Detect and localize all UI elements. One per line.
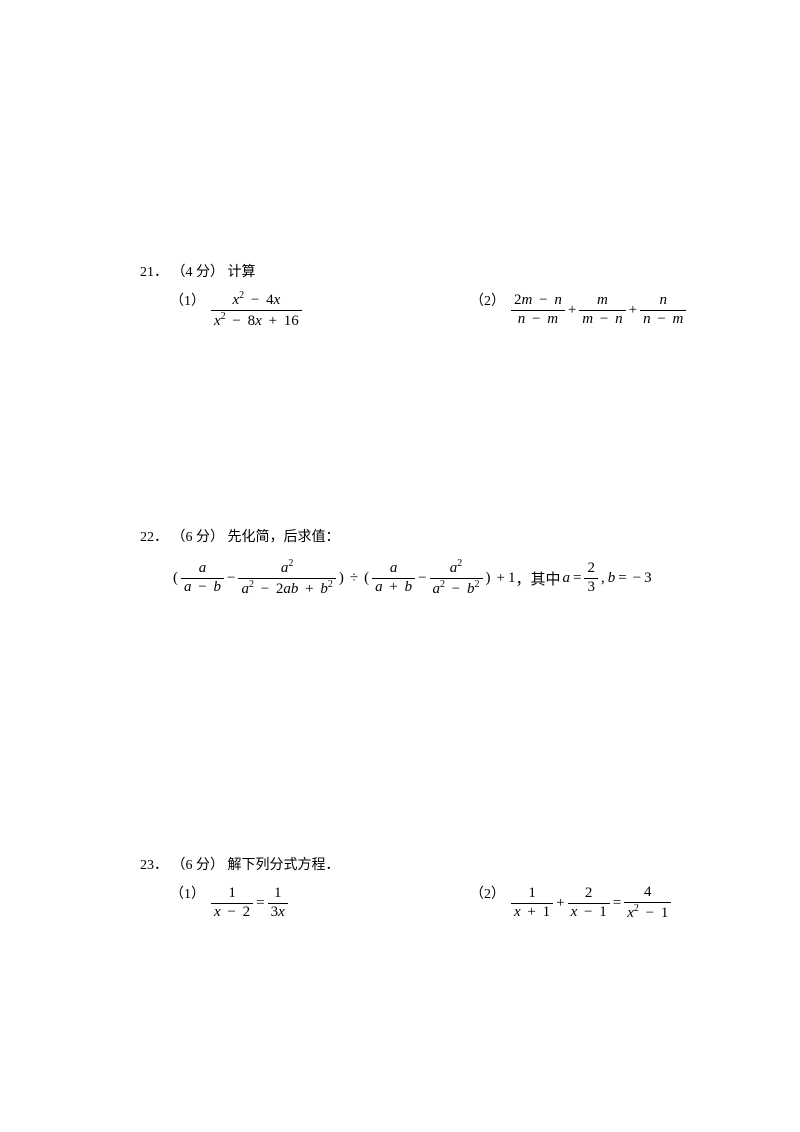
q21-p1-den: x2 − 8x + 16	[214, 313, 299, 329]
q22-frac1: a a − b	[181, 561, 224, 596]
q21-points: （4 分）	[172, 265, 225, 280]
q23-p2-t1num: 1	[528, 885, 536, 901]
q21-part1-expr: x2 − 4x x2 − 8x + 16	[211, 291, 302, 330]
q22-frac3: a a + b	[372, 561, 415, 596]
problem-21-header: 21． （4 分） 计算	[140, 262, 720, 284]
q23-p1-lhs: 1 x − 2	[211, 886, 253, 921]
q23-p2-rhs: 4 x2 − 1	[624, 885, 671, 922]
q21-p1-num: x2 − 4x	[232, 292, 280, 308]
q22-comma: ,	[598, 570, 608, 587]
q21-title: 计算	[228, 265, 256, 280]
q22-number: 22．	[140, 530, 168, 545]
q23-part1: （1） 1 x − 2 = 1 3x	[170, 883, 410, 920]
q23-part2-label: （2）	[470, 883, 505, 903]
q23-p1-rhs: 1 3x	[268, 886, 288, 921]
q23-part2: （2） 1 x + 1 + 2 x − 1 = 4 x2 − 1	[470, 883, 671, 921]
problem-22-header: 22． （6 分） 先化简，后求值：	[140, 527, 720, 549]
q23-title: 解下列分式方程．	[228, 858, 340, 873]
q23-part1-expr: 1 x − 2 = 1 3x	[211, 886, 288, 921]
q23-p1-lnum: 1	[228, 885, 236, 901]
problem-23-columns: （1） 1 x − 2 = 1 3x （2）	[170, 883, 720, 921]
q23-p2-frac2: 2 x − 1	[568, 886, 610, 921]
q22-expression-row: ( a a − b − a2 a2 − 2ab + b2 ) ÷ ( a a +…	[170, 559, 720, 598]
q21-number: 21．	[140, 265, 168, 280]
q21-part2-label: （2）	[470, 290, 505, 310]
q21-p2-frac3: n n − m	[640, 293, 686, 328]
problem-22: 22． （6 分） 先化简，后求值： ( a a − b − a2 a2 − 2…	[140, 527, 720, 598]
q21-part2-expr: 2m − n n − m + m m − n + n n − m	[511, 293, 686, 328]
problem-21-columns: （1） x2 − 4x x2 − 8x + 16 （2） 2m − n n − …	[170, 290, 720, 329]
q21-part1-label: （1）	[170, 290, 205, 310]
q22-points: （6 分）	[172, 530, 225, 545]
q23-p2-rnum: 4	[644, 884, 652, 900]
q21-part1-frac: x2 − 4x x2 − 8x + 16	[211, 291, 302, 330]
q22-frac2: a2 a2 − 2ab + b2	[238, 559, 335, 598]
q22-a-den: 3	[587, 579, 595, 595]
q21-part1: （1） x2 − 4x x2 − 8x + 16	[170, 290, 410, 329]
q22-title: 先化简，后求值：	[228, 530, 340, 545]
q21-part2: （2） 2m − n n − m + m m − n + n n − m	[470, 290, 686, 327]
q23-number: 23．	[140, 858, 168, 873]
q23-p2-t2num: 2	[585, 885, 593, 901]
q21-p2-frac1: 2m − n n − m	[511, 293, 565, 328]
q21-p2-frac2: m m − n	[579, 293, 625, 328]
q23-p1-rnum: 1	[274, 885, 282, 901]
q23-p2-frac1: 1 x + 1	[511, 886, 553, 921]
problem-21: 21． （4 分） 计算 （1） x2 − 4x x2 − 8x + 16 （2…	[140, 262, 720, 330]
problem-23: 23． （6 分） 解下列分式方程． （1） 1 x − 2 = 1 3x	[140, 855, 720, 922]
problem-23-header: 23． （6 分） 解下列分式方程．	[140, 855, 720, 877]
q22-expression: ( a a − b − a2 a2 − 2ab + b2 ) ÷ ( a a +…	[170, 559, 652, 598]
q22-a-num: 2	[587, 560, 595, 576]
q23-points: （6 分）	[172, 858, 225, 873]
q22-where: ，其中	[515, 568, 560, 589]
q22-frac4: a2 a2 − b2	[430, 559, 483, 598]
q23-part1-label: （1）	[170, 883, 205, 903]
q23-part2-expr: 1 x + 1 + 2 x − 1 = 4 x2 − 1	[511, 885, 671, 922]
q22-a-value: 2 3	[584, 561, 598, 596]
page: 21． （4 分） 计算 （1） x2 − 4x x2 − 8x + 16 （2…	[0, 0, 800, 1132]
